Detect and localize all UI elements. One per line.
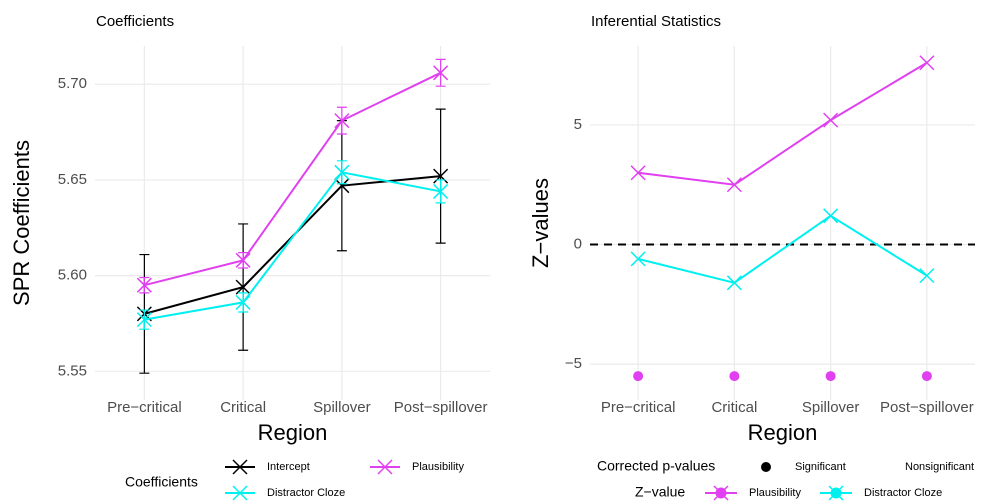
legend-title: Corrected p-values: [597, 458, 715, 474]
point-marker: [235, 279, 251, 295]
point-marker: [433, 183, 449, 199]
point-marker: [334, 164, 350, 180]
x-tick-label: Spillover: [802, 399, 860, 416]
point-marker: [433, 168, 449, 184]
point-marker: [136, 312, 152, 328]
point-marker: [919, 55, 935, 71]
y-axis-label: SPR Coefficients: [9, 140, 34, 306]
point-marker: [630, 251, 646, 267]
y-tick-label: −5: [565, 355, 582, 372]
legend-key: [232, 459, 248, 475]
chart-title: Coefficients: [96, 13, 174, 30]
chart-title: Inferential Statistics: [591, 13, 721, 30]
significance-dot: [921, 371, 932, 382]
y-tick-label: 0: [574, 235, 582, 252]
point-marker: [235, 294, 251, 310]
point-marker: [919, 268, 935, 284]
legend-key: [828, 485, 844, 501]
point-marker: [726, 177, 742, 193]
legend-label: Distractor Cloze: [864, 487, 942, 499]
series-line: [144, 171, 441, 321]
legend-key: [232, 485, 248, 501]
x-tick-label: Critical: [711, 399, 757, 416]
legend-label: Nonsignificant: [905, 461, 974, 473]
legend-label: Significant: [795, 461, 846, 473]
series-line: [637, 214, 928, 284]
x-tick-label: Post−spillover: [394, 399, 488, 416]
point-marker: [630, 165, 646, 181]
x-tick-label: Post−spillover: [880, 399, 974, 416]
x-tick-label: Pre−critical: [601, 399, 676, 416]
point-marker: [334, 113, 350, 129]
x-axis-label: Region: [258, 420, 328, 445]
x-tick-label: Spillover: [313, 399, 371, 416]
y-tick-label: 5.70: [58, 75, 87, 92]
y-tick-label: 5.55: [58, 362, 87, 379]
legend-label: Plausibility: [749, 487, 801, 499]
x-tick-label: Pre−critical: [107, 399, 182, 416]
legend-title: Z−value: [635, 484, 685, 500]
series-line: [144, 175, 441, 315]
y-tick-label: 5.65: [58, 171, 87, 188]
legend-title: Coefficients: [125, 474, 198, 490]
point-marker: [823, 112, 839, 128]
legend-key: [713, 485, 729, 501]
series-line: [144, 71, 442, 287]
significance-dot: [633, 371, 644, 382]
x-axis-label: Region: [748, 420, 818, 445]
series-line: [638, 61, 928, 186]
point-marker: [433, 65, 449, 81]
legend-label: Plausibility: [412, 461, 464, 473]
legend-label: Distractor Cloze: [267, 487, 345, 499]
point-marker: [823, 208, 839, 224]
point-marker: [136, 277, 152, 293]
x-tick-label: Critical: [220, 399, 266, 416]
y-tick-label: 5: [574, 116, 582, 133]
legend-label: Intercept: [267, 461, 310, 473]
point-marker: [334, 178, 350, 194]
legend-key: [761, 462, 771, 472]
point-marker: [235, 252, 251, 268]
significance-dot: [825, 371, 836, 382]
significance-dot: [729, 371, 740, 382]
y-axis-label: Z−values: [528, 178, 553, 268]
legend-key: [377, 459, 393, 475]
point-marker: [726, 275, 742, 291]
y-tick-label: 5.60: [58, 267, 87, 284]
